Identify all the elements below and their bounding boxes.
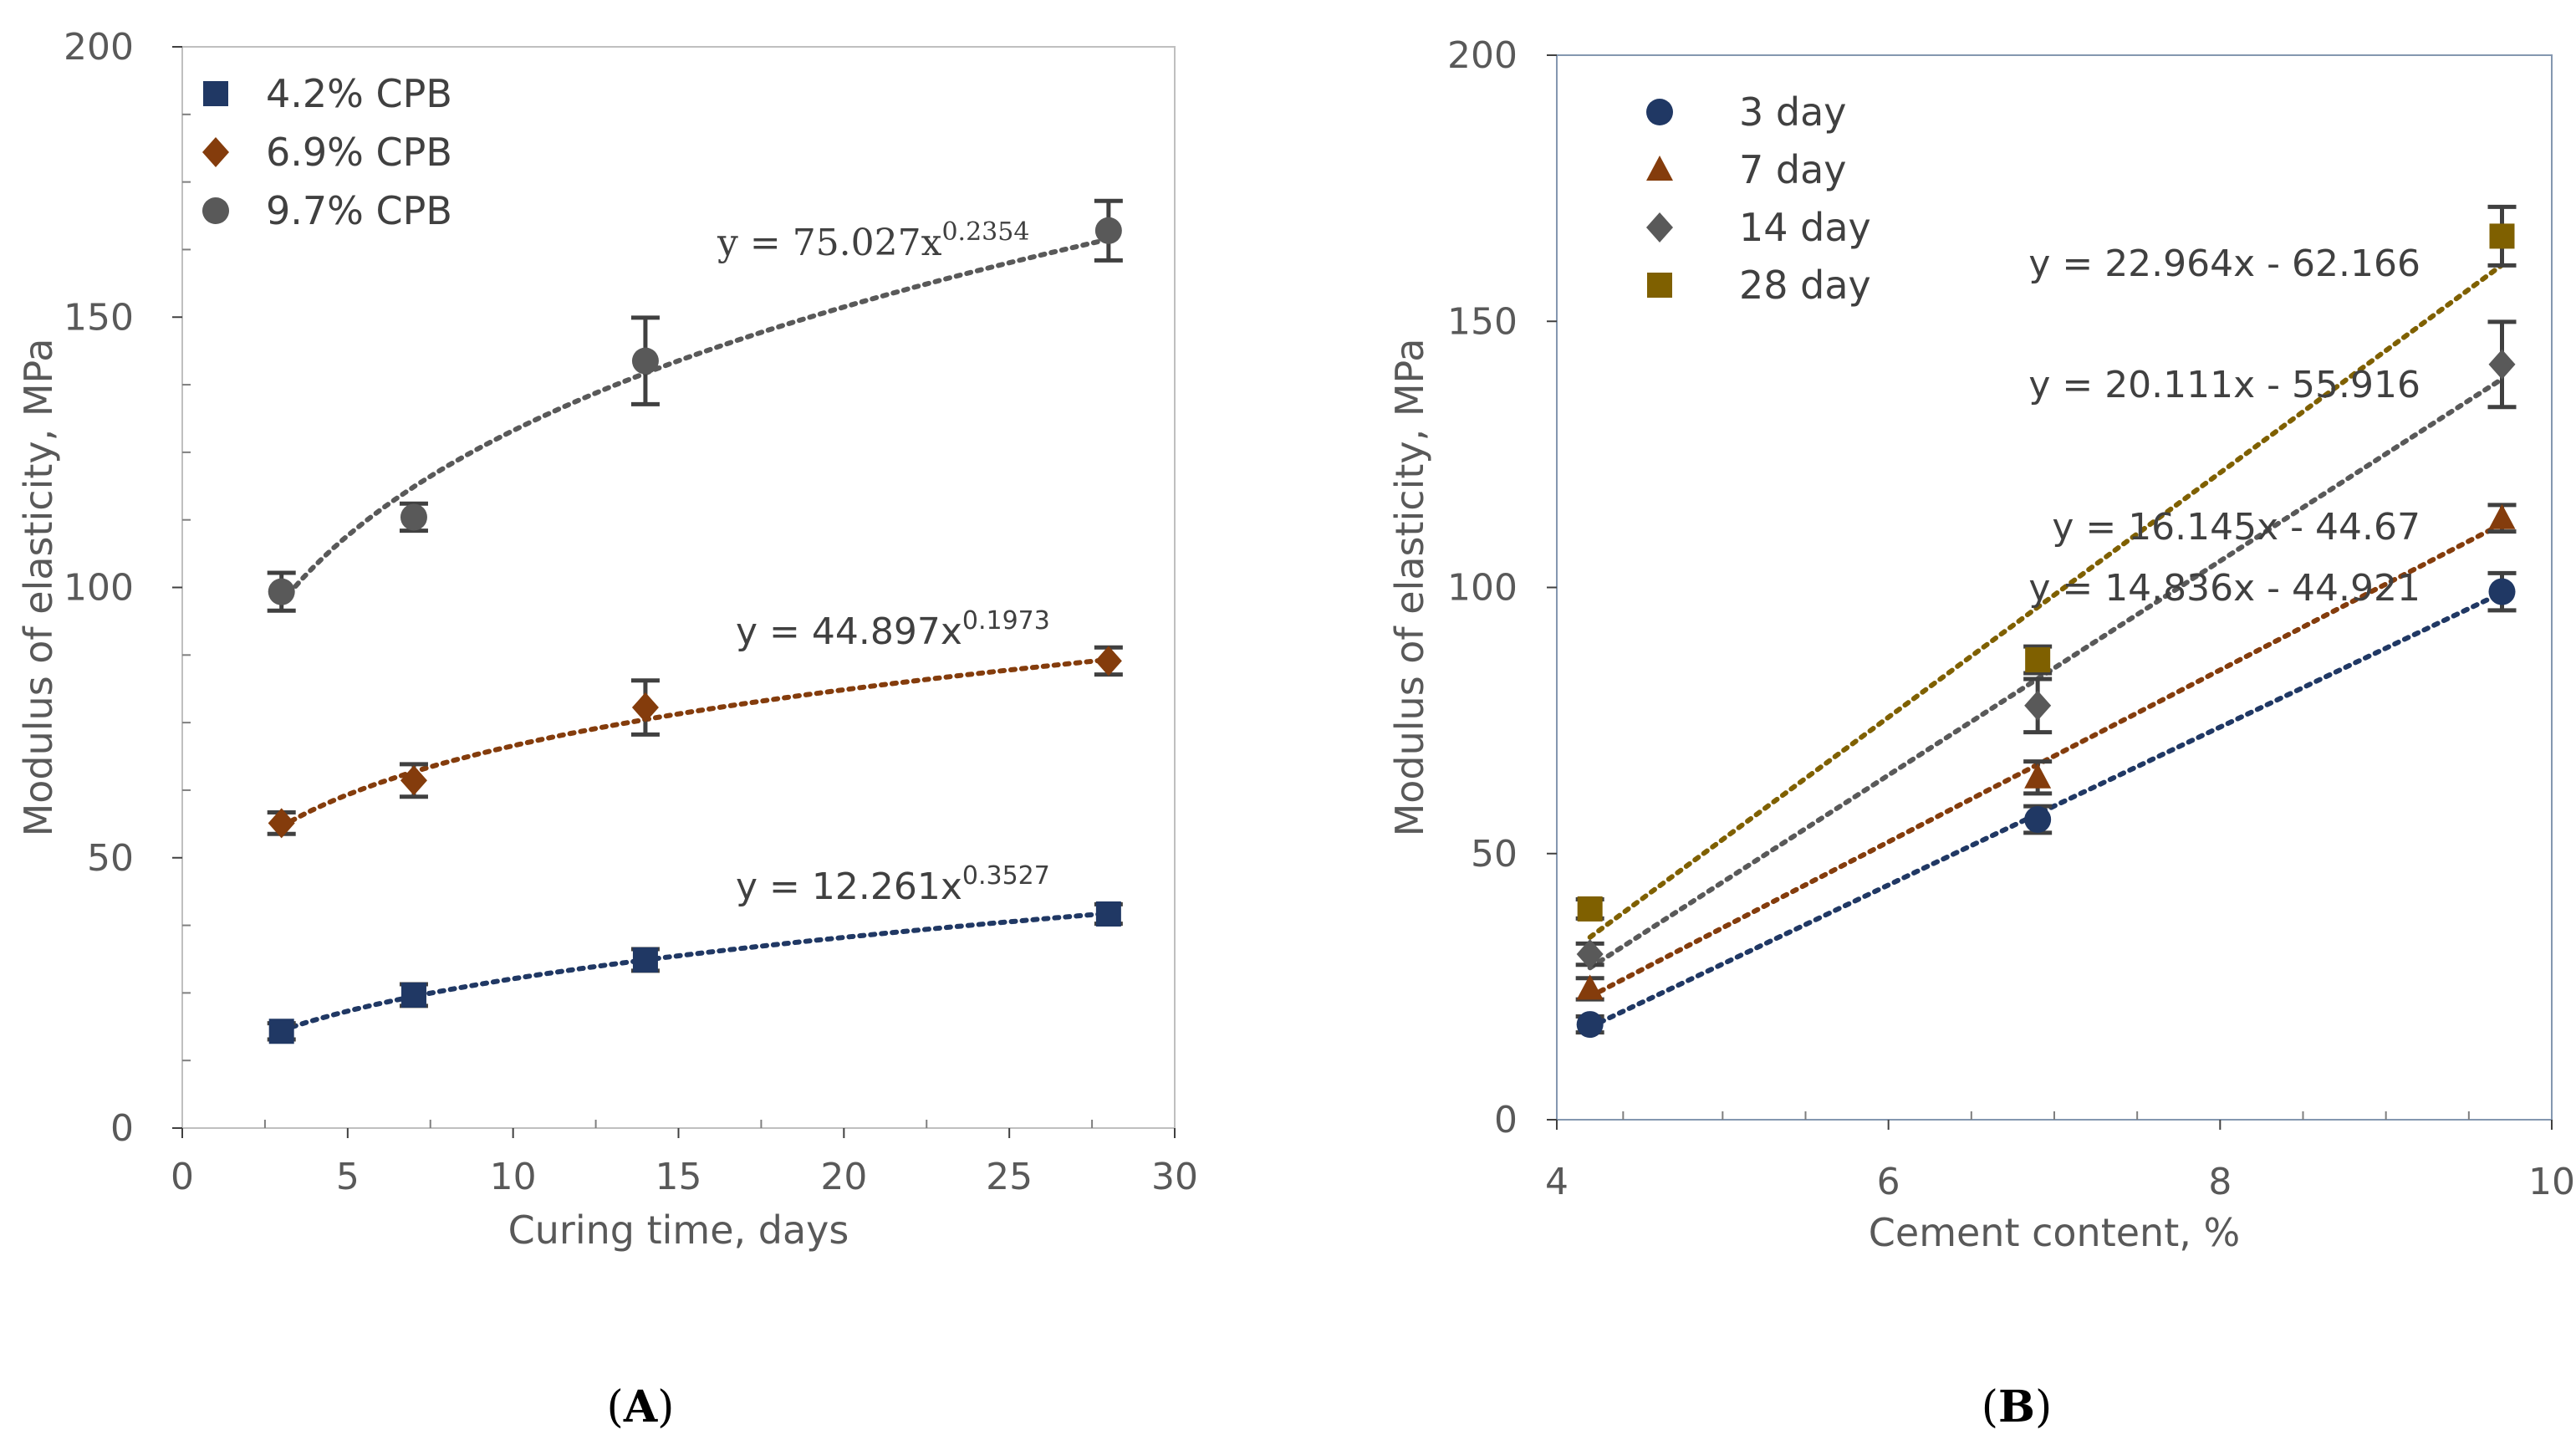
legend-marker	[1646, 99, 1673, 125]
legend-label: 6.9% CPB	[266, 130, 452, 175]
x-tick-label: 10	[2528, 1161, 2575, 1203]
trendline-1	[278, 656, 1111, 830]
trend-equation-exponent: 0.2354	[941, 217, 1029, 247]
data-point	[268, 808, 295, 839]
y-tick-label: 0	[110, 1107, 134, 1150]
data-point	[2488, 503, 2516, 529]
x-axis-title: Curing time, days	[508, 1208, 849, 1253]
panel-label-letter: A	[623, 1381, 658, 1432]
data-point	[2489, 223, 2515, 249]
x-tick-label: 5	[336, 1156, 360, 1198]
trend-equation-base: y = 75.027x	[717, 222, 942, 264]
data-point	[2024, 690, 2052, 721]
legend-marker	[1647, 273, 1672, 298]
y-axis-title: Modulus of elasticity, MPa	[16, 339, 61, 837]
legend-marker	[203, 81, 228, 106]
legend-label: 3 day	[1739, 89, 1847, 135]
y-tick-label: 0	[1494, 1099, 1518, 1141]
x-tick-label: 30	[1151, 1156, 1198, 1198]
data-point	[400, 982, 426, 1008]
panel-label-close: )	[2035, 1382, 2052, 1432]
y-tick-label: 200	[1447, 34, 1518, 77]
data-point	[268, 578, 295, 605]
legend-label: 28 day	[1739, 263, 1871, 308]
y-tick-label: 100	[1447, 567, 1518, 610]
x-tick-label: 25	[986, 1156, 1033, 1198]
trend-equation: y = 22.964x - 62.166	[2028, 243, 2420, 285]
y-tick-label: 200	[64, 26, 134, 69]
trend-equation-base: y = 44.897x	[736, 610, 962, 653]
chart-panel-B: 0 50 100 150 200 4 6 8 10 Cement content, % Modulu…	[1387, 34, 2575, 1432]
data-point	[2025, 647, 2051, 673]
trend-equation: y = 16.145x - 44.67	[2052, 506, 2420, 549]
panel-label-letter: B	[1998, 1381, 2035, 1432]
trend-equation: y = 14.836x - 44.921	[2028, 567, 2420, 610]
legend-label: 4.2% CPB	[266, 71, 452, 116]
legend-label: 14 day	[1739, 205, 1871, 250]
panel-label-close: )	[657, 1382, 674, 1432]
trendline-3	[1587, 262, 2505, 940]
legend-label: 7 day	[1739, 147, 1847, 192]
x-tick-label: 15	[655, 1156, 702, 1198]
data-point	[632, 947, 658, 973]
legend-label: 9.7% CPB	[266, 188, 452, 233]
y-axis-title: Modulus of elasticity, MPa	[1387, 339, 1432, 837]
data-point	[268, 1019, 294, 1044]
data-point	[2488, 349, 2516, 380]
chart-panel-A: 0 50 100 150 200 0 5 10 15 20 25 30 Curing time, day…	[16, 26, 1198, 1432]
data-point	[1577, 896, 1603, 922]
y-tick-label: 50	[1471, 833, 1518, 876]
trend-equation-base: y = 12.261x	[736, 865, 962, 908]
trend-equation: y = 12.261x0.3527	[736, 861, 1050, 908]
legend-marker	[202, 197, 229, 224]
y-tick-label: 100	[64, 567, 134, 610]
trend-equation: y = 44.897x0.1973	[736, 606, 1050, 653]
y-tick-label: 150	[1447, 300, 1518, 343]
x-tick-label: 10	[490, 1156, 537, 1198]
panel-label-open: (	[607, 1382, 624, 1432]
x-tick-label: 0	[171, 1156, 194, 1198]
x-tick-label: 4	[1545, 1161, 1569, 1203]
data-point	[1576, 1011, 1604, 1039]
data-point	[1576, 974, 1604, 1000]
panel-label-open: (	[1982, 1382, 1998, 1432]
data-point	[2024, 763, 2052, 789]
data-point	[1095, 901, 1121, 927]
trend-equation-exponent: 0.3527	[962, 861, 1050, 891]
trendline-0	[278, 911, 1111, 1034]
trend-equation-exponent: 0.1973	[962, 606, 1050, 636]
data-point	[631, 347, 659, 375]
trendline-2	[278, 237, 1111, 605]
x-axis-title: Cement content, %	[1869, 1210, 2240, 1255]
data-point	[1576, 939, 1604, 970]
y-tick-label: 150	[64, 296, 134, 339]
y-tick-label: 50	[87, 837, 134, 880]
legend-marker	[1646, 156, 1673, 181]
data-point	[1094, 217, 1122, 244]
panel-label: (A)	[607, 1381, 675, 1432]
legend-marker	[202, 137, 229, 167]
data-point	[400, 503, 427, 531]
x-tick-label: 8	[2208, 1161, 2232, 1203]
data-point	[2024, 806, 2052, 834]
data-point	[631, 692, 659, 723]
x-tick-label: 6	[1877, 1161, 1900, 1203]
trend-equation: y = 20.111x - 55.916	[2028, 364, 2420, 406]
data-point	[1094, 646, 1122, 677]
panel-label: (B)	[1982, 1381, 2053, 1432]
data-point	[2488, 578, 2516, 605]
x-tick-label: 20	[820, 1156, 867, 1198]
legend-marker	[1646, 212, 1673, 243]
trend-equation: y = 75.027x0.2354	[717, 217, 1029, 264]
data-point	[400, 765, 427, 796]
